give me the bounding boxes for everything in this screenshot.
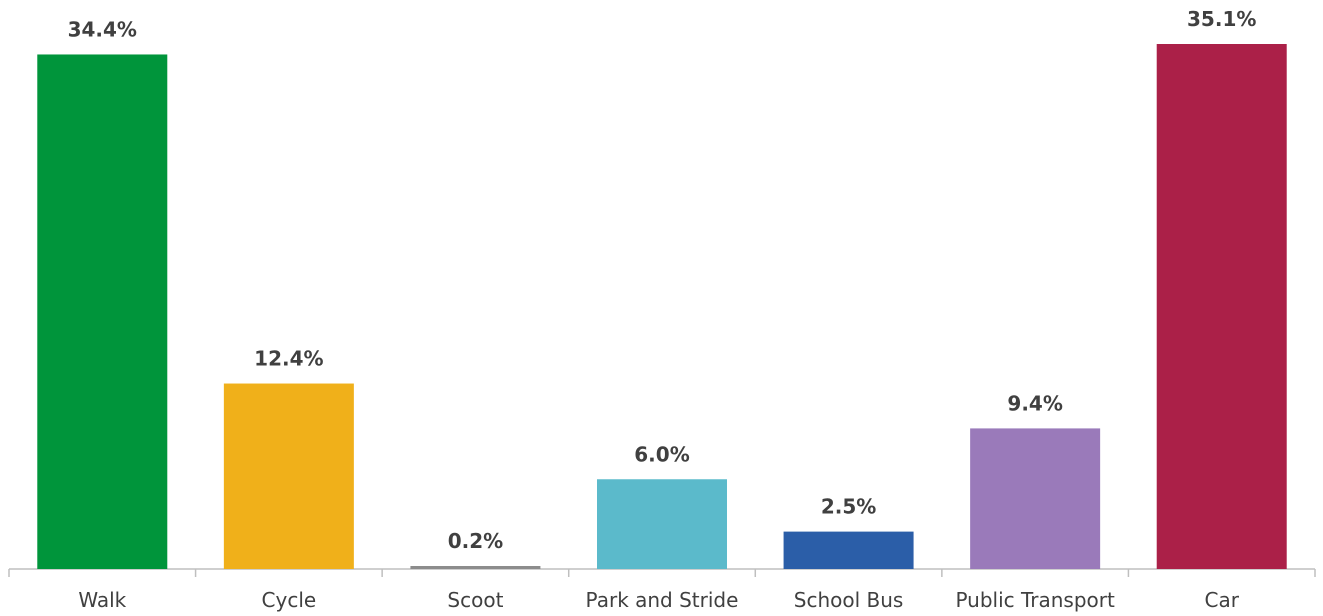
data-label-walk: 34.4% (68, 17, 137, 41)
data-label-scoot: 0.2% (448, 529, 503, 553)
bars (37, 44, 1287, 569)
data-label-cycle: 12.4% (254, 347, 323, 371)
data-label-car: 35.1% (1187, 7, 1256, 31)
category-label-walk: Walk (78, 588, 126, 612)
bar-scoot (410, 566, 541, 569)
category-label-cycle: Cycle (262, 588, 317, 612)
category-label-car: Car (1204, 588, 1239, 612)
category-labels: Walk Cycle Scoot Park and Stride School Bus P… (78, 588, 1239, 612)
bar-car (1156, 44, 1287, 569)
data-label-public-transport: 9.4% (1007, 391, 1062, 415)
data-label-school-bus: 2.5% (821, 495, 876, 519)
category-label-school-bus: School Bus (794, 588, 904, 612)
category-label-scoot: Scoot (447, 588, 503, 612)
bar-school-bus (783, 531, 914, 569)
data-label-park-and-stride: 6.0% (634, 442, 689, 466)
bar-walk (37, 54, 168, 569)
data-labels: 34.4% 12.4% 0.2% 6.0% 2.5% 9.4% 35.1% (68, 7, 1257, 553)
x-axis-ticks (8, 569, 1316, 577)
category-label-park-and-stride: Park and Stride (586, 588, 739, 612)
bar-public-transport (970, 428, 1101, 569)
bar-cycle (223, 383, 354, 569)
bar-park-and-stride (597, 479, 727, 569)
category-label-public-transport: Public Transport (955, 588, 1115, 612)
